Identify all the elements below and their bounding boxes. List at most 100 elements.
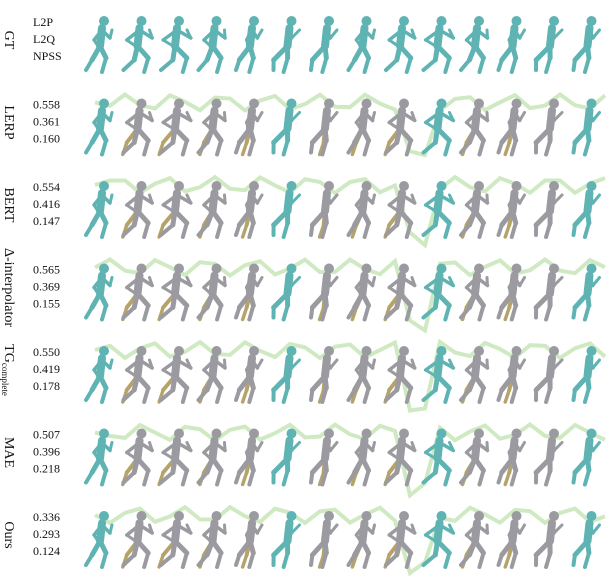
limb [102,388,106,402]
limb [110,443,112,451]
limb [236,473,239,483]
limb [499,555,502,565]
limb [574,143,575,153]
head [324,346,334,356]
limb [243,390,247,402]
limb [225,443,226,451]
pose-row [86,260,605,331]
metric: 0.361 [33,114,60,128]
limb [311,60,312,70]
limb [585,471,589,485]
limb [365,306,369,320]
head [212,16,222,26]
limb [407,553,411,567]
limb [585,306,589,320]
limb [183,306,187,320]
limb [585,58,589,72]
head [324,511,334,521]
limb [445,141,449,155]
head [587,16,597,26]
row-label-text: TG [1,344,16,363]
limb [407,58,411,72]
limb [520,360,525,368]
limb [243,473,247,485]
head [512,346,522,356]
limb [102,471,106,485]
limb [284,388,288,402]
limb [505,473,509,485]
limb [257,443,262,451]
limb [546,223,550,237]
limb [249,471,253,485]
limb [236,225,239,235]
limb [586,535,587,541]
limb [365,141,369,155]
head [437,511,447,521]
pose-row [86,425,605,496]
limb [86,225,92,235]
head [549,16,559,26]
limb [365,388,369,402]
limb [86,308,92,318]
limb [373,30,375,38]
limb [110,278,112,286]
limb [330,30,337,38]
head [99,99,109,109]
head [249,429,259,439]
limb [161,60,173,70]
head [512,16,522,26]
head [399,264,409,274]
head [587,511,597,521]
head [362,264,372,274]
limb [509,205,510,211]
head [549,429,559,439]
head [212,511,222,521]
limb [311,555,312,565]
row-label: GT [1,31,16,50]
head [249,99,259,109]
limb [373,278,375,286]
limb [323,205,324,211]
limb [593,443,600,451]
head [249,346,259,356]
head [174,264,184,274]
limb [546,306,550,320]
head [474,429,484,439]
limb [373,443,375,451]
limb [323,123,324,129]
limb [365,553,369,567]
limb [284,306,288,320]
limb [509,40,510,46]
limb [407,471,411,485]
limb [249,223,253,237]
limb [593,113,600,121]
head [399,346,409,356]
limb [461,60,469,70]
head [549,99,559,109]
metric: 0.507 [33,427,60,441]
limb [586,370,587,376]
head [437,181,447,191]
limb [574,308,575,318]
limb [330,195,337,203]
limb [586,453,587,459]
limb [574,473,575,483]
head [249,181,259,191]
limb [505,308,509,320]
limb [323,40,324,46]
limb [505,555,509,567]
head [474,264,484,274]
limb [445,58,449,72]
limb [585,388,589,402]
limb [225,195,226,203]
head [212,181,222,191]
limb [183,223,187,237]
limb [593,195,600,203]
limb [249,553,253,567]
limb [479,141,483,155]
limb [479,553,483,567]
limb [424,60,436,70]
limb [546,388,550,402]
limb [509,535,510,541]
head [324,429,334,439]
